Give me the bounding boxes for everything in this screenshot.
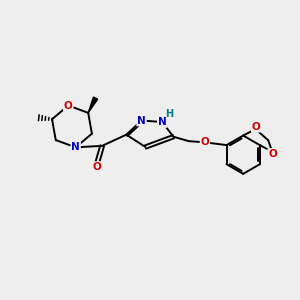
Text: N: N xyxy=(71,142,80,152)
Text: H: H xyxy=(165,109,173,119)
Text: N: N xyxy=(158,117,167,127)
Text: O: O xyxy=(64,100,73,111)
Text: O: O xyxy=(200,137,209,147)
Text: O: O xyxy=(252,122,260,132)
Text: O: O xyxy=(268,149,277,159)
Text: N: N xyxy=(137,116,146,125)
Text: O: O xyxy=(92,162,101,172)
Polygon shape xyxy=(88,97,98,113)
